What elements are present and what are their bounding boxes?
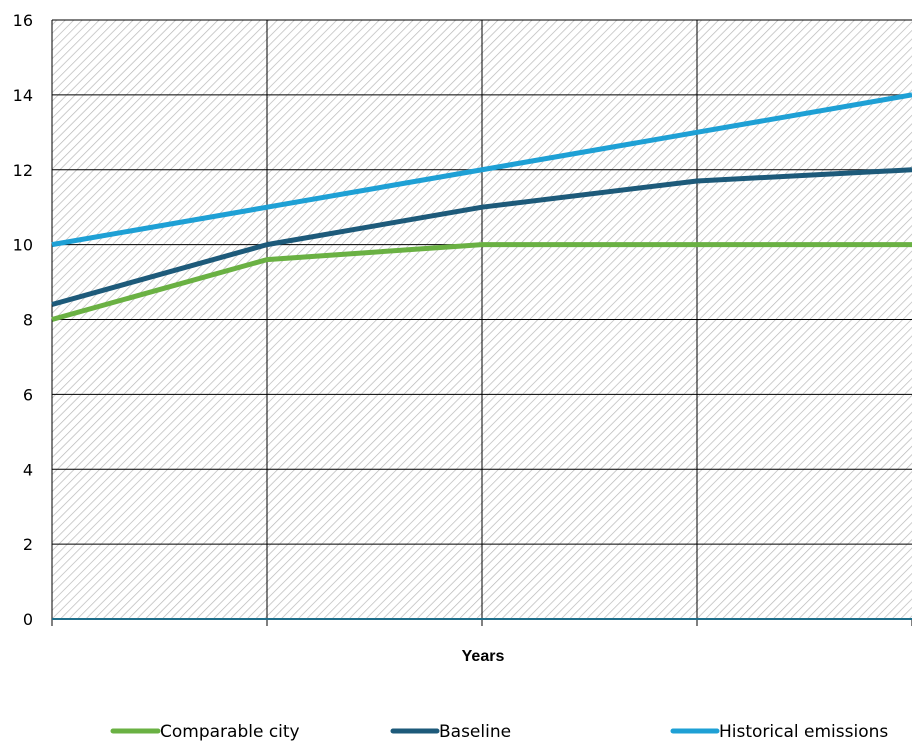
series-lines bbox=[51, 92, 912, 322]
legend: Comparable city Baseline Historical emissi… bbox=[110, 722, 888, 742]
y-tick-label-14: 14 bbox=[13, 86, 33, 105]
series-line-comparable-city bbox=[51, 242, 912, 322]
series-line-historical-emissions bbox=[51, 92, 912, 248]
legend-label-baseline: Baseline bbox=[439, 722, 511, 742]
y-tick-label-16: 16 bbox=[13, 11, 33, 30]
y-tick-label-0: 0 bbox=[23, 610, 33, 629]
y-tick-label-4: 4 bbox=[23, 460, 33, 479]
legend-label-historical-emissions: Historical emissions bbox=[719, 722, 888, 742]
series-line-baseline bbox=[51, 167, 912, 307]
y-tick-label-8: 8 bbox=[23, 311, 33, 330]
vertical-gridlines bbox=[51, 20, 698, 619]
y-tick-label-2: 2 bbox=[23, 535, 33, 554]
legend-label-comparable-city: Comparable city bbox=[160, 722, 300, 742]
y-axis-tick-labels: 0 2 4 6 8 10 12 14 16 bbox=[13, 11, 33, 629]
x-axis-label: Years bbox=[462, 648, 505, 665]
x-axis-tick-marks bbox=[51, 619, 912, 626]
y-tick-label-6: 6 bbox=[23, 385, 33, 404]
y-tick-label-10: 10 bbox=[13, 236, 33, 255]
y-tick-label-12: 12 bbox=[13, 161, 33, 180]
